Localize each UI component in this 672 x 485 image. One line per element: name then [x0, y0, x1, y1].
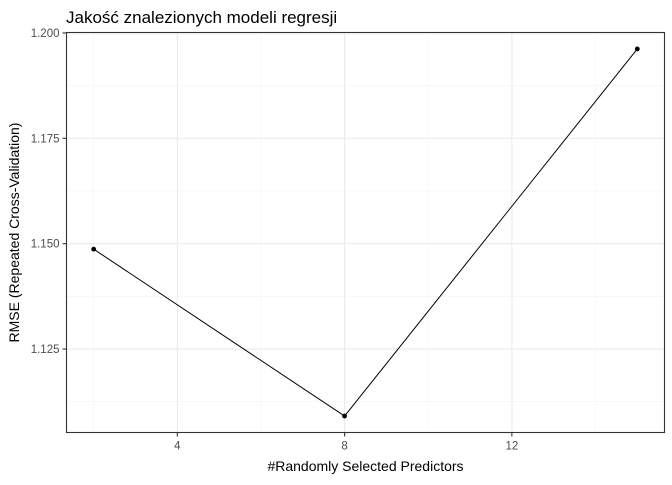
- series-line: [93, 48, 638, 417]
- panel-border: [65, 31, 666, 434]
- data-point: [342, 413, 347, 419]
- y-tick-label: 1.200: [31, 28, 60, 40]
- y-tick-label: 1.150: [31, 239, 60, 251]
- data-point: [634, 46, 640, 52]
- x-axis-title: #Randomly Selected Predictors: [267, 458, 463, 474]
- x-tick-label: 12: [505, 441, 518, 453]
- x-tick-label: 8: [341, 441, 347, 453]
- plot-data: [91, 46, 640, 419]
- x-tick-label: 4: [174, 441, 181, 453]
- grid: [66, 32, 665, 433]
- y-axis-title: RMSE (Repeated Cross-Validation): [6, 123, 22, 343]
- y-tick-label: 1.125: [31, 344, 60, 356]
- data-point: [91, 246, 97, 252]
- axes: 4 8 12 1.125 1.150 1.175 1.200: [31, 28, 519, 453]
- chart-title: Jakość znalezionych modeli regresji: [66, 8, 337, 27]
- y-tick-label: 1.175: [31, 133, 60, 145]
